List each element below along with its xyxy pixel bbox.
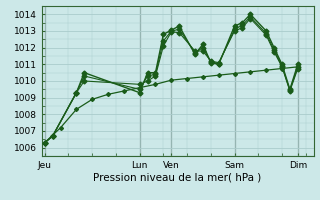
X-axis label: Pression niveau de la mer( hPa ): Pression niveau de la mer( hPa ): [93, 173, 262, 183]
